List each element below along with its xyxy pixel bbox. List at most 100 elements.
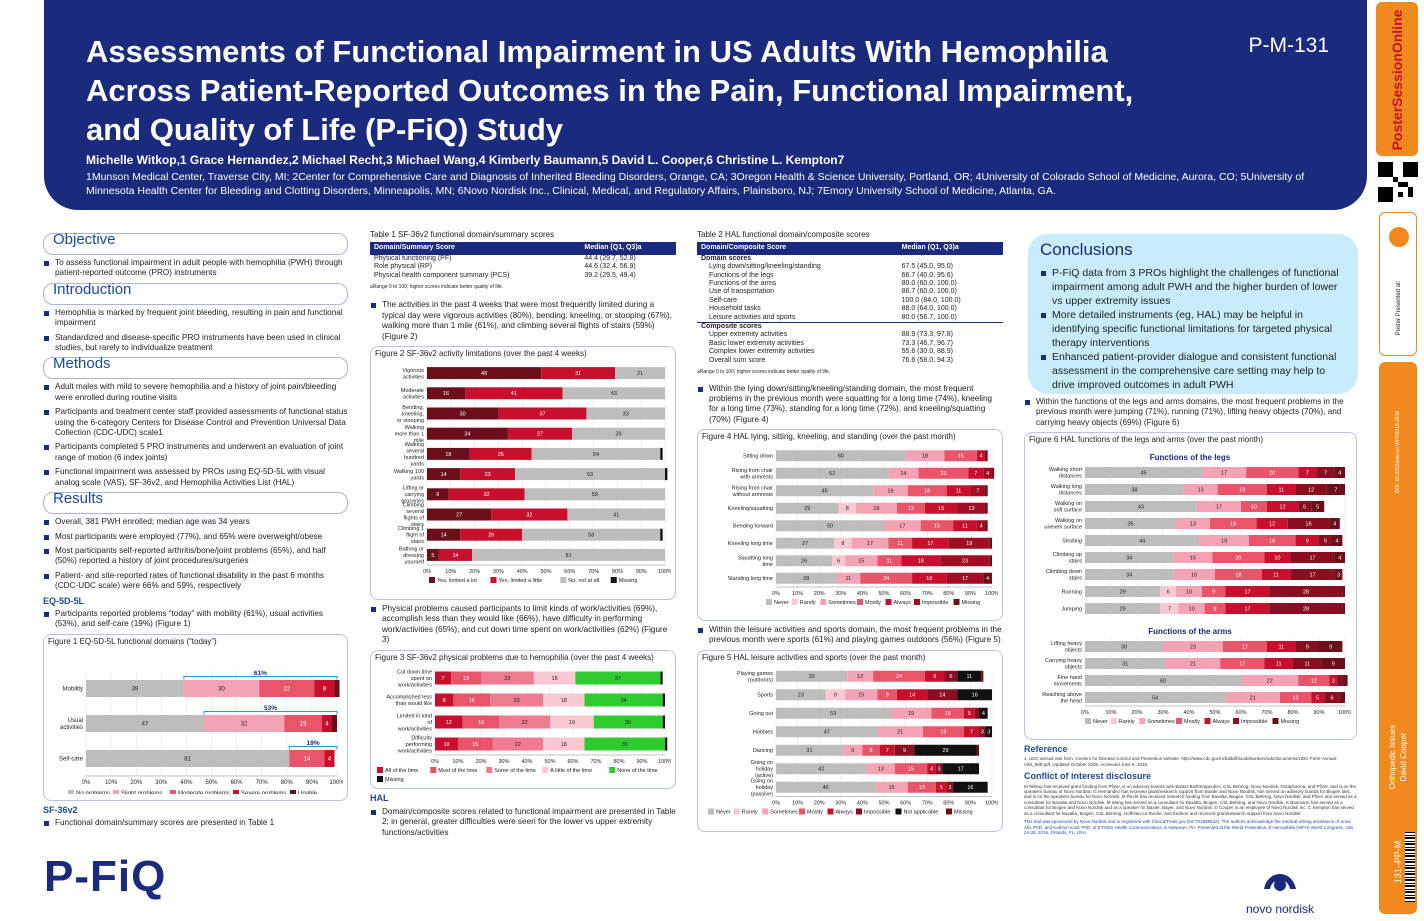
bar-segment: [1165, 657, 1221, 669]
tick-label: 20%: [469, 569, 480, 575]
tick-label: 10%: [1105, 710, 1116, 716]
category-label: (outdoors): [748, 678, 773, 684]
bar-segment: [465, 387, 563, 400]
bar-segment: [438, 549, 473, 562]
data-label: 17: [958, 767, 964, 773]
data-label: 44: [1139, 538, 1145, 544]
bar-segment: [989, 537, 992, 549]
bar-segment: [427, 508, 492, 521]
bar-segment: [1248, 534, 1296, 546]
bar-segment: [448, 488, 525, 501]
bar-segment: [660, 671, 663, 685]
data-label: 15: [858, 693, 864, 699]
data-label: 26: [801, 558, 807, 564]
bar-segment: [776, 726, 878, 738]
data-label: 11: [846, 576, 852, 582]
data-label: 31: [575, 371, 581, 377]
category-label: without armrests: [732, 491, 774, 497]
data-label: 47: [824, 730, 830, 736]
table-row: Complex lower extremity activities 55.6 (…: [709, 348, 953, 356]
data-label: 15: [945, 711, 951, 717]
conclusion-bullet: More detailed instruments (eg, HAL) may …: [1040, 308, 1346, 350]
hal-subheading: HAL: [370, 793, 389, 804]
data-label: 18: [1269, 538, 1275, 544]
bar-segment: [1337, 674, 1343, 686]
legend-swatch: [429, 577, 435, 584]
bar-segment: [896, 689, 928, 701]
table-row: Functions of the arms 80.0 (60.0, 100.0): [709, 280, 957, 288]
category-label: more than 1: [395, 432, 424, 438]
legend-swatch: [799, 808, 805, 815]
bar-segment: [1326, 483, 1345, 495]
data-label: 81: [566, 553, 572, 559]
data-label: 17: [927, 541, 933, 547]
bar-segment: [953, 519, 977, 531]
category-label: holiday: [756, 785, 774, 791]
category-label: Walking on: [1055, 518, 1082, 524]
figure-2: Figure 2 SF-36v2 activity limitations (o…: [370, 346, 676, 600]
category-label: work/activities: [397, 682, 432, 688]
data-label: 19: [940, 730, 946, 736]
data-label: 42: [818, 767, 824, 773]
bar-segment: [451, 671, 481, 685]
data-label: 24: [896, 674, 902, 680]
legend-label: All of the time: [385, 768, 418, 774]
bar-segment: [946, 781, 954, 793]
data-label: 7: [1324, 470, 1327, 476]
bar-segment: [866, 763, 895, 775]
data-label: 4: [1336, 538, 1339, 544]
data-label: 11: [1304, 661, 1310, 667]
data-label: 7: [976, 488, 979, 494]
tick-label: 80%: [613, 759, 624, 765]
data-label: 9: [834, 693, 837, 699]
bar-segment: [855, 502, 897, 514]
bar-segment: [427, 367, 542, 380]
category-label: Self-care: [59, 757, 84, 763]
pso-badge[interactable]: PosterSessionOnline: [1376, 2, 1418, 156]
bar-segment: [584, 737, 665, 751]
table-row: Lying down/sitting/kneeling/standing 67.5…: [709, 263, 953, 271]
bar-segment: [615, 367, 665, 380]
bar-segment: [259, 680, 315, 698]
category-label: holiday: [756, 767, 774, 773]
tick-label: 100%: [1338, 710, 1351, 716]
coi-text: M Witkop has received grant funding from…: [1024, 783, 1357, 816]
bar-segment: [522, 529, 661, 542]
tick-label: 20%: [814, 801, 825, 807]
data-label: 11: [1278, 487, 1284, 493]
data-label: 22: [522, 720, 528, 726]
bar-segment: [1085, 602, 1161, 614]
bar-segment: [1225, 585, 1270, 597]
bar-segment: [1264, 657, 1293, 669]
tick-label: 0%: [423, 569, 431, 575]
bar-segment: [453, 693, 491, 707]
data-label: 18: [924, 488, 930, 494]
data-label: 21: [897, 730, 903, 736]
figure-1: Figure 1 EQ-5D-5L functional domains (“t…: [43, 633, 348, 801]
side-strip: PosterSessionOnline Poster Presented at:…: [1376, 0, 1424, 921]
data-label: 50: [827, 523, 833, 529]
bar-segment: [1085, 483, 1184, 495]
data-label: 26: [488, 533, 494, 539]
legend-swatch: [1176, 717, 1182, 724]
category-label: Climbing 1: [398, 527, 424, 533]
tick-label: 30%: [498, 759, 509, 765]
table-row: Basic lower extremity activities 73.3 (46…: [709, 339, 953, 347]
table-2: Domain/Composite Score Median (Q1, Q3)a D…: [697, 242, 1003, 365]
bar-segment: [1217, 483, 1267, 495]
category-label: flight of: [406, 533, 424, 539]
tick-label: 60%: [900, 591, 911, 597]
bar-segment: [1319, 534, 1332, 546]
bar-segment: [776, 744, 843, 756]
bar-segment: [989, 554, 992, 566]
bar-segment: [968, 467, 984, 479]
bar-segment: [963, 726, 980, 738]
table-row: Physical functioning (PF) 44.4 (29.7, 52.…: [374, 254, 636, 262]
reference-text: 1. UDC annual visit form. Centers for Di…: [1024, 756, 1338, 767]
bar-segment: [946, 484, 971, 496]
bar-segment: [524, 488, 665, 501]
data-label: 8: [1213, 606, 1216, 612]
figure-6: Figure 6 HAL functions of the legs and a…: [1024, 432, 1357, 741]
data-label: 9: [1306, 538, 1309, 544]
